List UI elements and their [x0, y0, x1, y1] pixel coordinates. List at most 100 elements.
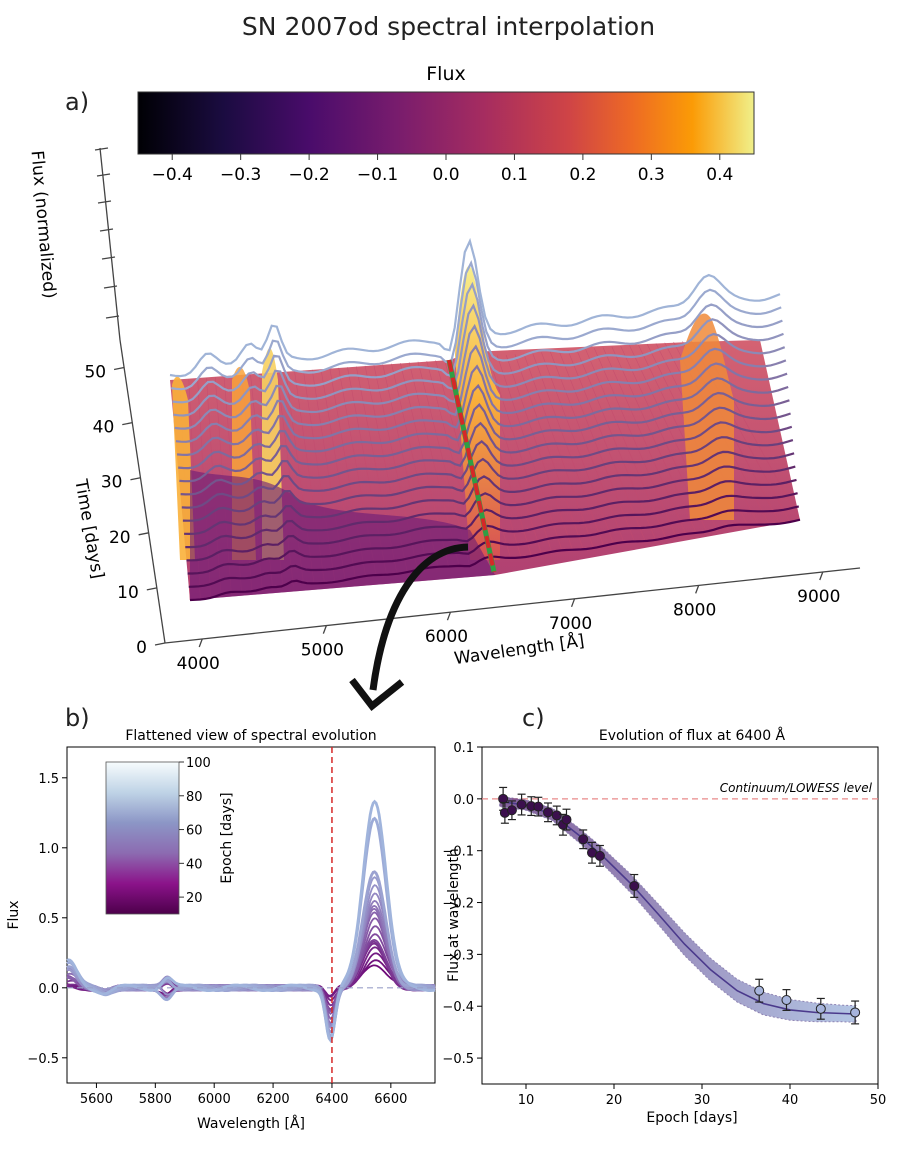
- x-tick-a: [198, 638, 203, 648]
- y-tick-label-a: 50: [84, 363, 106, 383]
- x-tick-label-a: 5000: [301, 641, 344, 661]
- data-point-c: [629, 873, 640, 898]
- y-tick-label-a: 20: [109, 528, 131, 548]
- panel-c-title: Evolution of flux at 6400 Å: [599, 727, 786, 744]
- spectrum-curve-a: [179, 391, 790, 483]
- colorbar-b-tick-label: 40: [186, 857, 203, 872]
- panel-b-line-plot: Flattened view of spectral evolution 560…: [6, 728, 436, 1132]
- surface-grid-line: [514, 354, 584, 549]
- highlight-6400-line: [447, 359, 496, 573]
- x-tick-a: [695, 585, 700, 594]
- y-tick-label-c: −0.1: [442, 845, 474, 860]
- x-tick-label-c: 20: [606, 1093, 623, 1108]
- spectrum-curve-a: [175, 344, 787, 443]
- colorbar-a-tick-label: 0.4: [706, 165, 733, 185]
- surface-grid-line: [585, 348, 666, 538]
- z-axis-ticks: [94, 147, 120, 319]
- x-tick-label-b: 5600: [80, 1092, 113, 1107]
- x-tick-label-c: 50: [870, 1093, 887, 1108]
- z-axis-label: Flux (normalized): [27, 150, 60, 300]
- y-tick-label-a: 10: [117, 583, 139, 603]
- surface-grid-line: [567, 350, 646, 541]
- x-tick-a: [446, 611, 452, 621]
- panel-b-colorbar: [105, 761, 180, 915]
- spectrum-curve-a: [177, 362, 788, 457]
- colorbar-a-tick-label: 0.3: [638, 165, 665, 185]
- colorbar-a-tick-label: −0.1: [357, 165, 398, 185]
- spectrum-curve-a: [187, 492, 798, 575]
- arrow-head: [349, 677, 405, 711]
- data-point-c: [754, 978, 765, 1003]
- colorbar-a-tick-label: 0.0: [432, 165, 459, 185]
- y-tick-a: [146, 587, 157, 591]
- x-tick-a: [322, 625, 327, 634]
- x-tick-a: [819, 571, 824, 581]
- data-point-c: [551, 805, 562, 826]
- y-tick-label-a: 30: [101, 473, 123, 493]
- data-point-c: [594, 844, 605, 867]
- panel-a-surface-plot: Flux −0.4 −0.3 −0.2 −0.1 0.0 0.1 0.2 0.3 0.4 Flu…: [27, 63, 861, 711]
- x-tick-label-b: 6600: [374, 1092, 407, 1107]
- y-tick-a: [122, 421, 133, 426]
- spectra-curves: [169, 237, 801, 602]
- spectrum-curve-a: [171, 260, 782, 391]
- y-tick-label-c: −0.5: [442, 1052, 474, 1067]
- spectrum-curve-a: [172, 281, 783, 404]
- surface-grid-line: [497, 355, 563, 552]
- x-tick-a: [570, 598, 576, 608]
- y-tick-label-b: 1.0: [38, 842, 59, 857]
- panel-b-title: Flattened view of spectral evolution: [125, 728, 376, 744]
- x-tick-label-c: 10: [518, 1093, 535, 1108]
- y-tick-label-c: −0.4: [442, 1000, 474, 1015]
- y-tick-label-a: 40: [93, 418, 115, 438]
- data-point-c: [526, 796, 537, 817]
- spectrum-curve-a: [182, 436, 794, 522]
- spectrum-curve-a: [174, 323, 786, 430]
- y-tick-label-b: 0.0: [38, 982, 59, 997]
- panel-b-xlabel: Wavelength [Å]: [197, 1115, 305, 1132]
- y-tick-label-b: 0.5: [38, 912, 59, 927]
- colorbar-b-tick-label: 20: [186, 891, 203, 906]
- data-point-c: [781, 989, 792, 1011]
- panel-b-ylabel: Flux: [6, 900, 22, 929]
- y-tick-label-c: 0.1: [453, 741, 474, 756]
- spectrum-curve-a: [184, 450, 795, 536]
- spectrum-curve-a: [180, 406, 791, 496]
- x-tick-label-b: 6000: [198, 1092, 231, 1107]
- x-tick-label-a: 4000: [177, 654, 220, 674]
- x-tick-label-a: 9000: [797, 587, 840, 607]
- colorbar-a-tick-label: −0.2: [288, 165, 329, 185]
- spectrum-curve-a: [181, 421, 793, 509]
- data-point-c: [587, 841, 597, 864]
- surface-grid-line: [558, 350, 635, 542]
- panel-c-scatter-plot: Evolution of flux at 6400 Å Continuum/LO…: [442, 727, 886, 1126]
- y-tick-label-c: 0.0: [453, 793, 474, 808]
- colorbar-b-tick-label: 60: [186, 824, 203, 839]
- panel-label-b: b): [65, 704, 90, 732]
- figure-title: SN 2007od spectral interpolation: [241, 12, 656, 41]
- colorbar-a-tick-label: −0.3: [220, 165, 261, 185]
- colorbar-b-tick-label: 80: [186, 790, 203, 805]
- surface-grid-line: [523, 353, 594, 548]
- x-axis-label-a: Wavelength [Å]: [453, 629, 586, 669]
- spectrum-curve-a: [186, 478, 797, 562]
- surface-grid-line: [488, 356, 553, 553]
- y-tick-a: [130, 477, 141, 481]
- spectrum-curve-a: [185, 465, 796, 549]
- x-tick-label-b: 6400: [315, 1092, 348, 1107]
- surface-grid-line: [541, 352, 615, 545]
- colorbar-b-tick-label: 100: [186, 756, 211, 771]
- data-point-c: [533, 796, 544, 817]
- surface-grid-line: [532, 352, 604, 546]
- data-point-c: [543, 802, 553, 823]
- x-tick-label-a: 7000: [549, 614, 592, 634]
- data-point-c: [850, 1000, 861, 1025]
- data-point-c: [561, 808, 572, 831]
- surface-grid-line: [576, 349, 656, 540]
- spectrum-curve-a: [173, 303, 784, 417]
- axes-3d-frame: [99, 147, 861, 644]
- y-tick-label-c: −0.2: [442, 897, 474, 912]
- y-tick-label-b: 1.5: [38, 772, 59, 787]
- surface-grid-line: [602, 347, 687, 536]
